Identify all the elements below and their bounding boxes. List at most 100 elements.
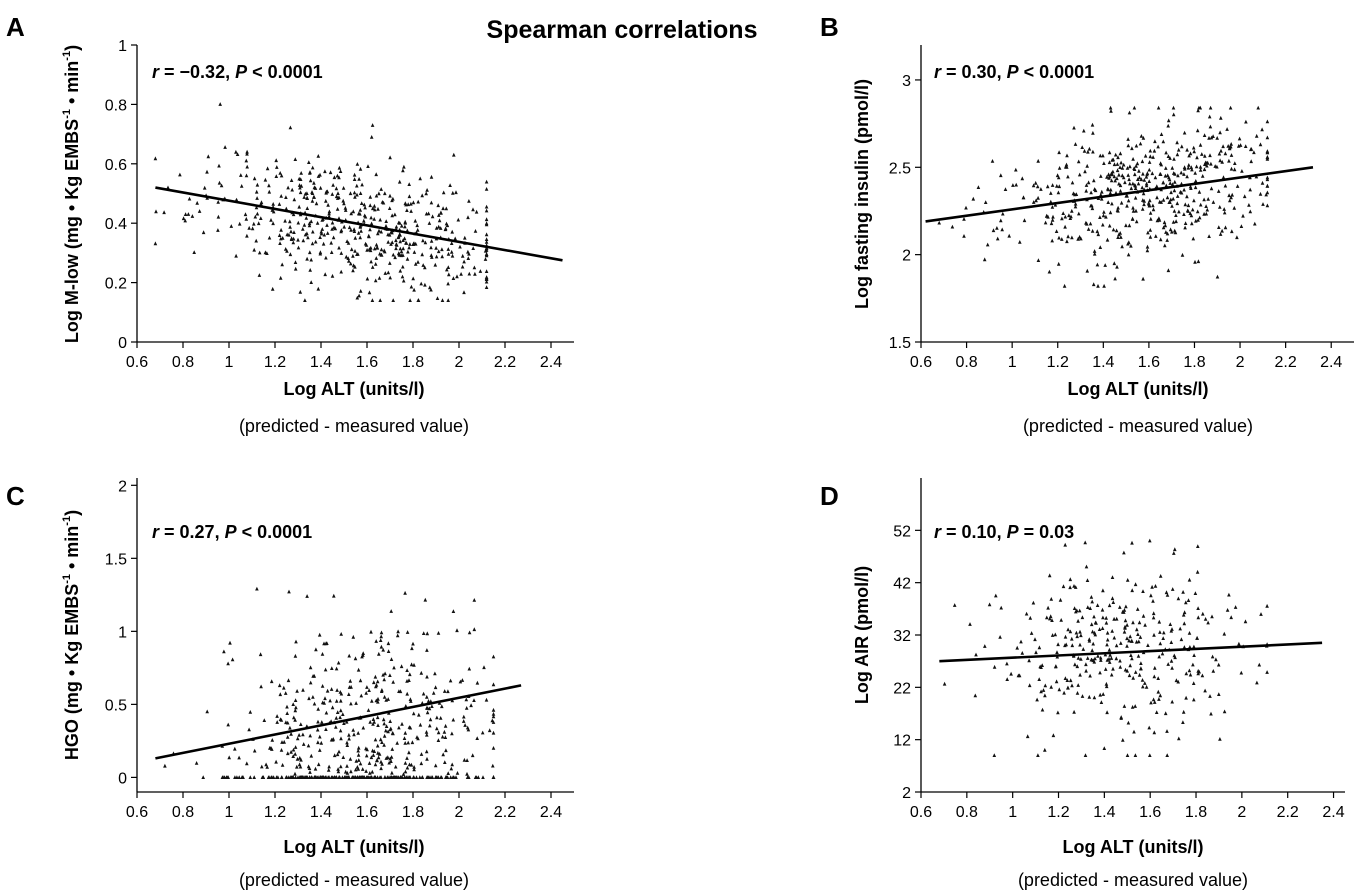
data-point bbox=[443, 760, 447, 764]
data-point bbox=[295, 764, 299, 769]
data-point bbox=[1149, 216, 1153, 221]
data-point bbox=[484, 246, 489, 251]
data-point bbox=[1132, 105, 1137, 110]
x-tick-label: 0.8 bbox=[172, 804, 194, 821]
data-point bbox=[375, 245, 379, 250]
data-point bbox=[428, 717, 433, 722]
data-point bbox=[1116, 205, 1120, 210]
data-point bbox=[399, 249, 404, 254]
data-point bbox=[1089, 622, 1094, 627]
y-tick-label: 0.6 bbox=[105, 157, 127, 174]
data-point bbox=[1211, 200, 1216, 204]
data-point bbox=[194, 761, 199, 765]
data-point bbox=[1154, 710, 1159, 714]
data-point bbox=[433, 671, 437, 676]
data-point bbox=[402, 236, 407, 241]
x-tick-label: 0.6 bbox=[910, 804, 932, 821]
data-point bbox=[1097, 627, 1102, 631]
data-point bbox=[1086, 149, 1090, 154]
data-point bbox=[1092, 614, 1096, 619]
data-point bbox=[1161, 180, 1165, 185]
data-point bbox=[1181, 590, 1185, 594]
data-point bbox=[1078, 629, 1082, 634]
data-point bbox=[1153, 584, 1158, 588]
data-point bbox=[983, 644, 987, 648]
data-point bbox=[1216, 662, 1221, 667]
data-point bbox=[294, 705, 298, 710]
data-point bbox=[407, 182, 411, 186]
data-point bbox=[1107, 660, 1112, 664]
data-point bbox=[484, 222, 489, 227]
data-point bbox=[378, 217, 382, 222]
data-point bbox=[472, 265, 477, 270]
data-point bbox=[341, 186, 346, 190]
data-point bbox=[1063, 542, 1067, 547]
data-point bbox=[1191, 662, 1195, 667]
data-point bbox=[335, 752, 340, 757]
x-tick-label: 0.8 bbox=[956, 804, 978, 821]
data-point bbox=[376, 723, 380, 727]
data-point bbox=[299, 183, 304, 188]
data-point bbox=[337, 775, 342, 779]
x-tick-label: 1.6 bbox=[356, 804, 378, 821]
data-point bbox=[244, 216, 249, 221]
data-point bbox=[1106, 200, 1110, 204]
data-point bbox=[1001, 211, 1005, 216]
data-point bbox=[409, 201, 413, 206]
data-point bbox=[1158, 641, 1163, 646]
data-point bbox=[466, 215, 470, 220]
data-point bbox=[364, 753, 369, 758]
data-point bbox=[416, 199, 420, 204]
data-point bbox=[1228, 105, 1233, 110]
data-point bbox=[474, 775, 479, 779]
data-point bbox=[356, 745, 361, 750]
data-point bbox=[356, 767, 361, 771]
data-point bbox=[1069, 214, 1073, 219]
data-point bbox=[1136, 654, 1141, 658]
data-point bbox=[334, 666, 339, 671]
data-point bbox=[1137, 672, 1142, 677]
data-point bbox=[1025, 734, 1030, 739]
data-point bbox=[1079, 236, 1083, 241]
data-point bbox=[153, 156, 158, 161]
data-point bbox=[1229, 144, 1233, 149]
data-point bbox=[1118, 231, 1122, 235]
data-point bbox=[252, 247, 256, 252]
data-point bbox=[291, 240, 296, 245]
data-point bbox=[382, 743, 386, 747]
data-point bbox=[349, 769, 353, 774]
data-point bbox=[379, 247, 384, 252]
data-point bbox=[370, 698, 374, 703]
data-point bbox=[374, 256, 379, 260]
data-point bbox=[484, 276, 489, 281]
trend-line bbox=[939, 641, 1323, 663]
data-point bbox=[409, 762, 414, 767]
data-point bbox=[466, 727, 471, 732]
data-point bbox=[1222, 207, 1226, 211]
data-point bbox=[1141, 684, 1145, 689]
data-point bbox=[446, 689, 450, 694]
data-point bbox=[463, 723, 467, 727]
data-point bbox=[1020, 651, 1025, 655]
data-point bbox=[290, 187, 294, 192]
data-point bbox=[280, 262, 284, 267]
data-point bbox=[1153, 665, 1157, 670]
data-point bbox=[1092, 249, 1097, 253]
data-point bbox=[413, 218, 418, 223]
data-point bbox=[355, 183, 359, 188]
data-point bbox=[260, 775, 265, 779]
data-point bbox=[245, 761, 249, 766]
data-point bbox=[332, 593, 336, 598]
data-point bbox=[484, 204, 489, 209]
data-point bbox=[289, 229, 293, 234]
y-tick-label: 32 bbox=[893, 628, 911, 645]
y-tick-label: 0.5 bbox=[105, 697, 127, 714]
data-point bbox=[448, 678, 453, 683]
data-point bbox=[294, 639, 298, 644]
y-axis-label: HGO (mg • Kg EMBS-1 • min-1) bbox=[61, 510, 82, 760]
data-point bbox=[316, 707, 320, 711]
data-point bbox=[363, 214, 368, 219]
data-point bbox=[1048, 616, 1052, 621]
data-point bbox=[1102, 161, 1106, 165]
data-point bbox=[1120, 165, 1125, 170]
